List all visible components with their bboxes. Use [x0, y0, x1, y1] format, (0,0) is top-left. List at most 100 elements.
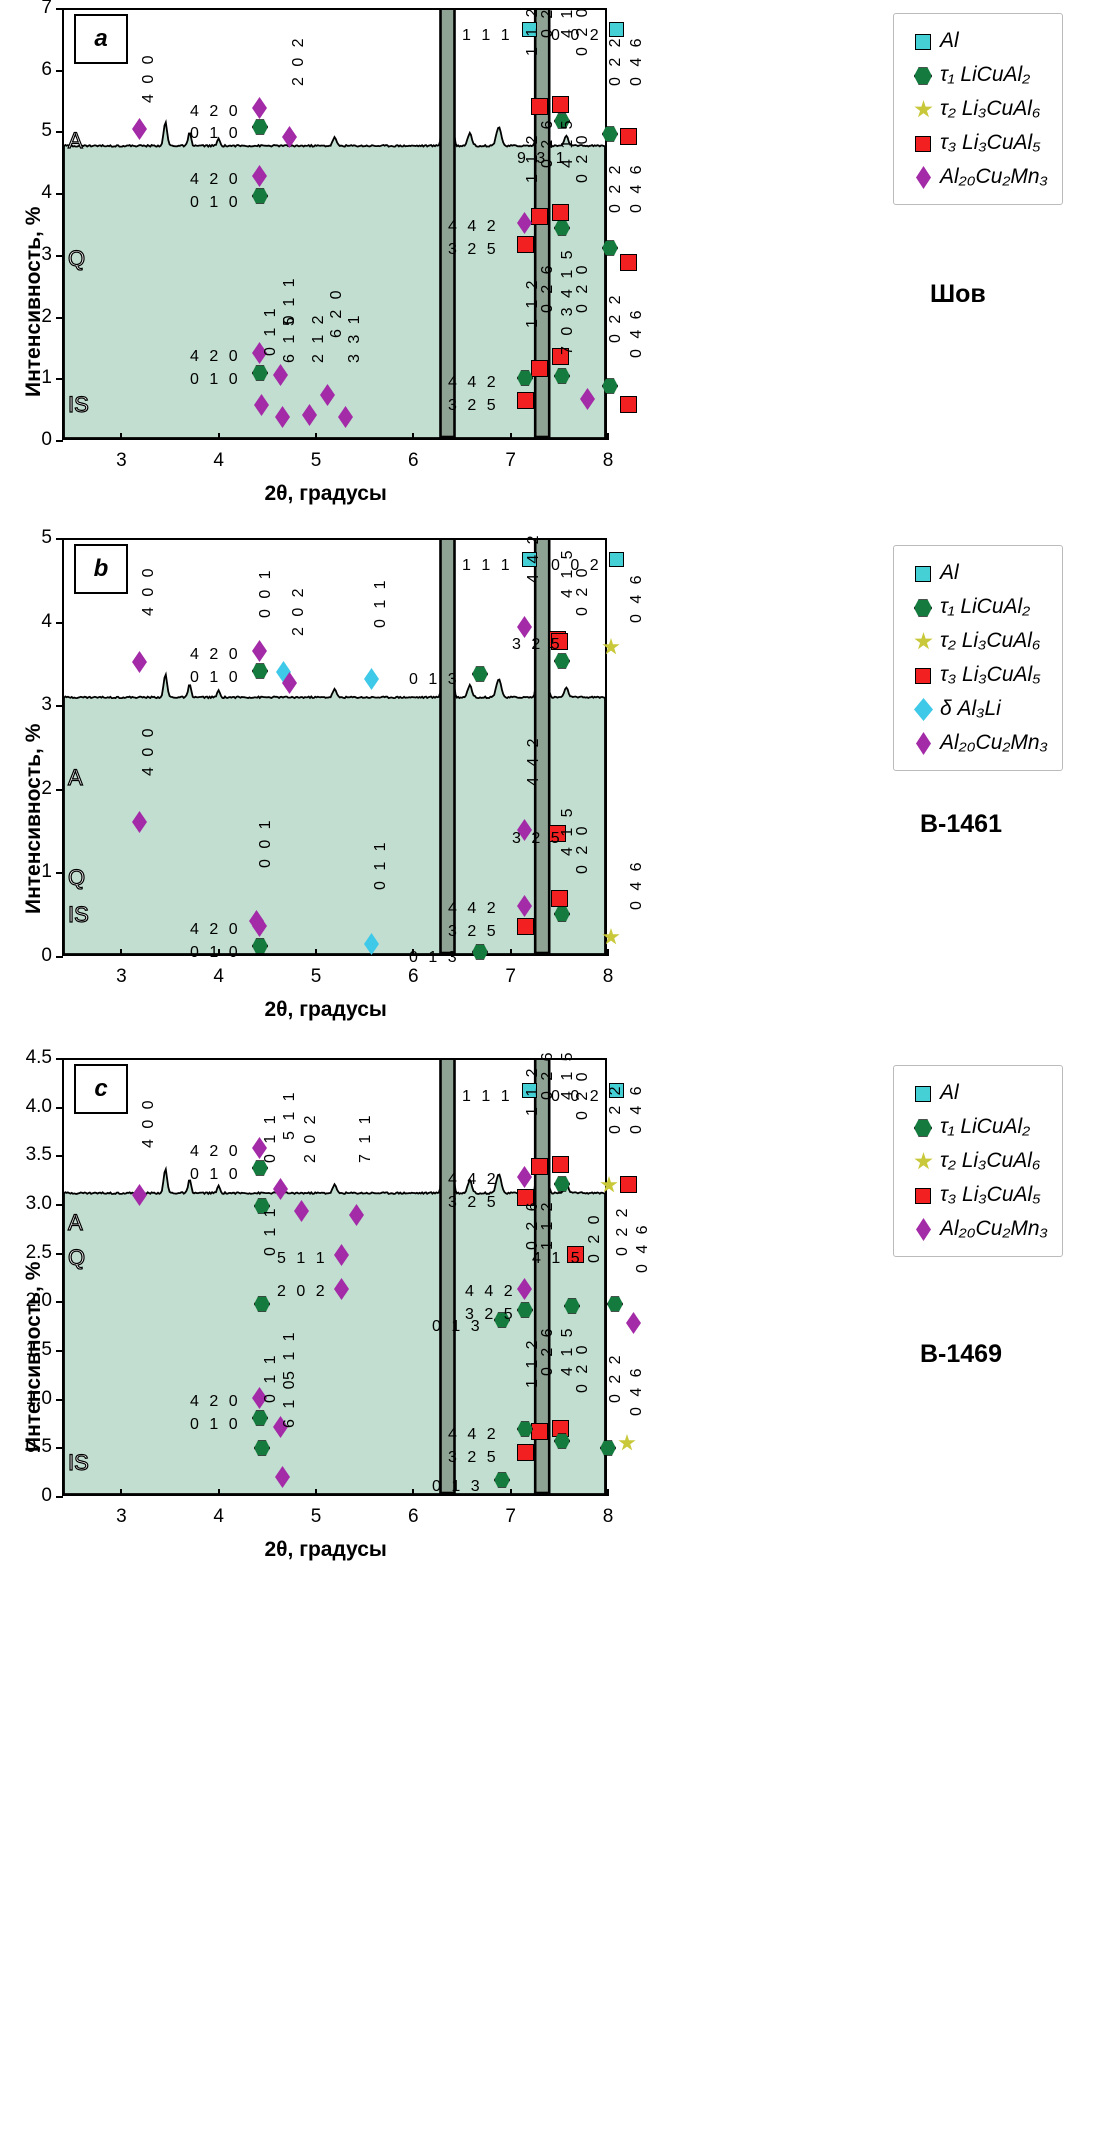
hkl-label: 2 1 2 — [310, 312, 327, 363]
legend-item[interactable]: τ₂ Li₃CuAl₆ — [906, 92, 1048, 126]
hkl-label: 3 2 5 — [512, 636, 563, 653]
y-tick-mark — [56, 1106, 63, 1109]
legend-item[interactable]: τ₃ Li₃CuAl₅ — [906, 1178, 1048, 1212]
panel-c: Интенсивность, % 0 0.5 1.0 1.5 2.0 2.5 3.0 3.5 4.… — [0, 1040, 1114, 1561]
marker-tau1-hex — [554, 1433, 570, 1449]
hkl-label: 3 3 1 — [346, 312, 363, 363]
legend-symbol — [906, 98, 940, 120]
marker-tau2-star — [618, 1434, 636, 1451]
marker-tau3-square — [531, 98, 548, 115]
marker-al20cu2mn3-diamond — [517, 1278, 532, 1300]
curve-A — [64, 10, 605, 438]
x-tick-label: 5 — [310, 1506, 322, 1527]
hkl-label: 0 1 1 — [262, 1112, 279, 1163]
marker-al-square — [522, 1083, 537, 1098]
marker-delta-diamond — [364, 933, 379, 955]
legend-item[interactable]: Al₂₀Cu₂Mn₃ — [906, 726, 1048, 760]
hkl-label: 0 2 2 — [607, 35, 624, 86]
marker-tau1-hex — [517, 1421, 533, 1437]
marker-tau1-hex — [252, 938, 268, 954]
y-tick-label: 2.0 — [25, 1290, 52, 1312]
hkl-label: 6 2 0 — [328, 287, 345, 338]
legend-item[interactable]: τ₃ Li₃CuAl₅ — [906, 658, 1048, 692]
marker-al20cu2mn3-diamond — [334, 1278, 349, 1300]
hkl-label: 0 0 2 — [551, 1088, 602, 1105]
hkl-label: 0 0 2 — [551, 557, 602, 574]
hkl-label: 3 2 5 — [448, 397, 499, 414]
legend-item[interactable]: τ₁ LiCuAl₂ — [906, 590, 1048, 624]
hkl-label: 3 2 5 — [512, 830, 563, 847]
marker-al20cu2mn3-diamond — [320, 384, 335, 406]
sample-name-c: B-1469 — [920, 1340, 1002, 1368]
hkl-label: 0 2 2 — [607, 162, 624, 213]
marker-tau1-hex — [252, 119, 268, 135]
hkl-label: 0 1 3 — [432, 1478, 483, 1495]
hkl-label: 0 1 0 — [190, 1416, 241, 1433]
hkl-label: 4 2 0 — [190, 921, 241, 938]
marker-al20cu2mn3-diamond — [252, 915, 267, 937]
marker-al20cu2mn3-diamond — [252, 165, 267, 187]
hkl-label: 7 1 1 — [357, 1112, 374, 1163]
layer-label-is: IS — [67, 391, 89, 417]
layer-label-a: A — [67, 1209, 83, 1235]
legend-label: Al — [940, 561, 959, 584]
hkl-label: 0 2 2 — [607, 292, 624, 343]
x-tick-mark — [412, 1489, 415, 1496]
marker-al-square — [522, 22, 537, 37]
curve-A — [64, 1060, 605, 1494]
legend-item[interactable]: Al₂₀Cu₂Mn₃ — [906, 1212, 1048, 1246]
marker-al20cu2mn3-diamond — [580, 388, 595, 410]
y-tick-mark — [56, 1398, 63, 1401]
legend-item[interactable]: Al — [906, 556, 1048, 590]
y-tick-label: 5 — [41, 120, 52, 142]
hkl-label: 0 1 1 — [262, 305, 279, 356]
hkl-label: 0 1 1 — [262, 1205, 279, 1256]
y-tick-label: 4.0 — [25, 1095, 52, 1117]
legend-item[interactable]: Al — [906, 24, 1048, 58]
legend-symbol — [906, 1150, 940, 1172]
marker-al20cu2mn3-diamond — [282, 126, 297, 148]
marker-al20cu2mn3-diamond — [517, 819, 532, 841]
legend-label: τ₁ LiCuAl₂ — [940, 63, 1031, 86]
legend-square-icon — [915, 566, 931, 582]
hkl-label: 0 1 0 — [190, 371, 241, 388]
marker-al20cu2mn3-diamond — [252, 640, 267, 662]
legend-star-icon — [914, 100, 933, 118]
hkl-label: 4 2 0 — [190, 171, 241, 188]
hkl-label: 0 2 6 — [539, 1325, 556, 1376]
legend-item[interactable]: τ₂ Li₃CuAl₆ — [906, 1144, 1048, 1178]
x-tick-label: 8 — [602, 450, 614, 471]
legend-item[interactable]: Al — [906, 1076, 1048, 1110]
legend-item[interactable]: τ₃ Li₃CuAl₅ — [906, 126, 1048, 160]
legend-item[interactable]: τ₂ Li₃CuAl₆ — [906, 624, 1048, 658]
x-tick-mark — [315, 949, 318, 956]
hkl-label: 0 4 6 — [628, 162, 645, 213]
hkl-label: 0 2 0 — [574, 823, 591, 874]
legend-item[interactable]: τ₁ LiCuAl₂ — [906, 58, 1048, 92]
marker-al20cu2mn3-diamond — [275, 406, 290, 428]
panel-b: Интенсивность, % 0 1 2 3 4 5 3 4 5 6 7 8 2θ, градусы A… — [0, 520, 1114, 1021]
legend-symbol — [906, 64, 940, 86]
y-tick-label: 5 — [41, 527, 52, 548]
layer-label-is: IS — [67, 901, 89, 927]
legend-item[interactable]: τ₁ LiCuAl₂ — [906, 1110, 1048, 1144]
hkl-label: 0 2 6 — [539, 117, 556, 168]
legend-item[interactable]: δ Al₃Li — [906, 692, 1048, 726]
x-tick-mark — [120, 1489, 123, 1496]
marker-tau1-hex — [600, 1440, 616, 1456]
marker-tau3-square — [549, 825, 566, 842]
y-tick-mark — [56, 440, 63, 442]
x-tick-label: 4 — [213, 966, 224, 987]
hkl-label: 0 1 0 — [190, 944, 241, 961]
plot-area-c — [62, 1058, 607, 1496]
marker-tau3-square — [552, 348, 569, 365]
y-tick-mark — [56, 1301, 63, 1304]
hkl-label: 0 4 6 — [628, 307, 645, 358]
x-tick-label: 8 — [602, 1506, 614, 1527]
hkl-label: 6 1 0 — [281, 1377, 298, 1428]
marker-al20cu2mn3-diamond — [302, 404, 317, 426]
marker-tau1-hex — [472, 666, 488, 682]
y-tick-label: 3 — [41, 694, 52, 716]
legend-item[interactable]: Al₂₀Cu₂Mn₃ — [906, 160, 1048, 194]
y-tick-label: 0 — [41, 1485, 52, 1506]
